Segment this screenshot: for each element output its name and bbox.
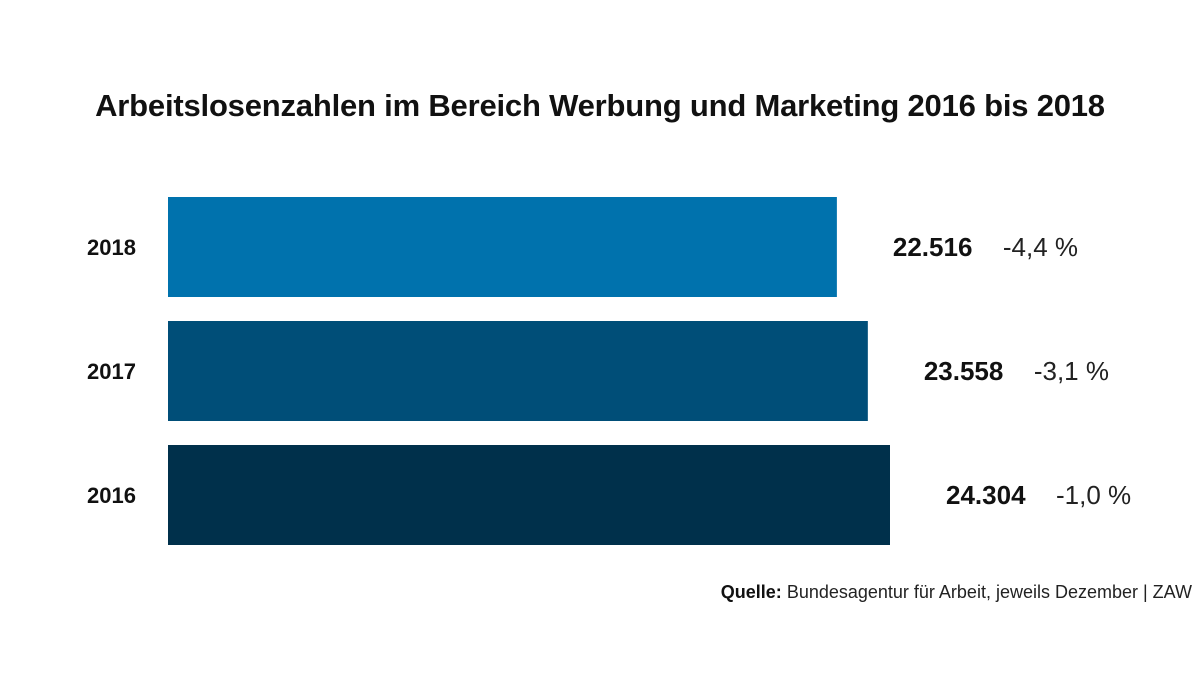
source-note: Quelle: Bundesagentur für Arbeit, jeweil…	[721, 582, 1192, 603]
bar-2017	[168, 321, 868, 421]
category-label-2018: 2018	[87, 235, 136, 260]
value-label-2017: 23.558	[924, 356, 1004, 386]
change-label-2016: -1,0 %	[1056, 480, 1131, 510]
chart-title: Arbeitslosenzahlen im Bereich Werbung un…	[95, 88, 1105, 123]
category-label-2017: 2017	[87, 359, 136, 384]
category-label-2016: 2016	[87, 483, 136, 508]
bar-2016	[168, 445, 890, 545]
value-label-2018: 22.516	[893, 232, 973, 262]
change-label-2018: -4,4 %	[1003, 232, 1078, 262]
source-label: Quelle:	[720, 582, 782, 602]
source-text: Bundesagentur für Arbeit, jeweils Dezemb…	[786, 582, 1192, 602]
value-label-2016: 24.304	[946, 480, 1026, 510]
bar-2018	[168, 197, 837, 297]
change-label-2017: -3,1 %	[1034, 356, 1109, 386]
